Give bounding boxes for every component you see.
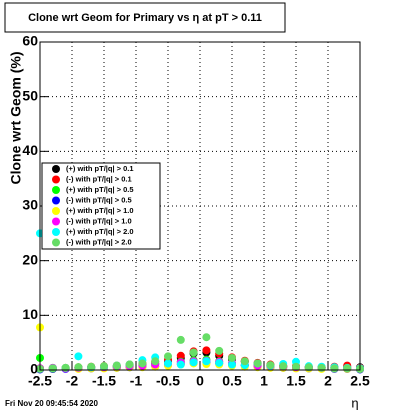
data-point (164, 352, 172, 361)
data-point (304, 363, 313, 372)
data-point (74, 352, 83, 361)
y-tick-label: 60 (22, 33, 38, 49)
legend-label: (+) with pT/|q| > 2.0 (66, 227, 134, 236)
data-point (317, 363, 326, 372)
title-box (4, 2, 286, 33)
y-tick-label: 30 (22, 197, 38, 213)
x-tick-label: 2.5 (350, 373, 370, 389)
chart-title: Clone wrt Geom for Primary vs η at pT > … (28, 12, 262, 24)
x-tick-label: -0.5 (156, 373, 180, 389)
data-point (228, 360, 236, 369)
legend-marker (52, 238, 60, 247)
data-point (112, 361, 121, 370)
y-tick-label: 40 (22, 142, 38, 158)
data-point (228, 353, 236, 362)
marks (36, 229, 364, 374)
x-tick-label: 0 (196, 373, 204, 389)
x-tick-label: 1.5 (286, 373, 306, 389)
data-point (202, 357, 211, 366)
data-point (253, 359, 262, 368)
data-point (100, 362, 108, 371)
legend-label: (-) with pT/|q| > 0.1 (66, 174, 132, 183)
y-tick-label: 20 (22, 251, 38, 267)
legend-marker (52, 175, 60, 184)
legend-marker (52, 196, 60, 205)
data-point (343, 364, 352, 373)
data-point (330, 364, 339, 373)
y-axis-label: Clone wrt Geom (%) (8, 51, 24, 184)
data-point (151, 357, 160, 366)
plot-frame (39, 41, 361, 371)
data-point (125, 360, 134, 369)
data-point (202, 333, 211, 342)
data-point (74, 363, 83, 372)
data-point (138, 359, 147, 368)
data-point (189, 348, 198, 357)
x-tick-label: 0.5 (222, 373, 242, 389)
data-point (61, 363, 70, 372)
x-tick-label: 2 (324, 373, 332, 389)
timestamp: Fri Nov 20 09:45:54 2020 (5, 399, 98, 408)
x-tick-label: 1 (260, 373, 268, 389)
legend-marker (52, 217, 60, 226)
data-point (279, 362, 288, 371)
y-tick-label: 10 (22, 306, 38, 322)
legend-marker (52, 165, 60, 173)
x-tick-label: -2.5 (28, 373, 52, 389)
legend-label: (-) with pT/|q| > 1.0 (66, 216, 132, 225)
data-point (189, 358, 198, 367)
x-axis-label: η (351, 395, 358, 410)
y-tick-label: 50 (22, 87, 38, 103)
legend-marker (52, 207, 60, 215)
data-point (292, 362, 300, 371)
legend: (+) with pT/|q| > 0.1(-) with pT/|q| > 0… (41, 162, 161, 250)
x-tick-label: -2 (66, 373, 79, 389)
data-point (215, 346, 224, 355)
legend-label: (+) with pT/|q| > 0.1 (66, 164, 134, 173)
data-point (48, 364, 57, 373)
x-tick-label: -1.5 (92, 373, 116, 389)
data-point (240, 357, 249, 366)
legend-label: (-) with pT/|q| > 2.0 (66, 237, 132, 246)
data-point (202, 346, 211, 355)
data-point (164, 359, 172, 368)
data-point (266, 361, 275, 370)
data-point (176, 335, 185, 344)
y-tick-label: 0 (30, 361, 38, 377)
legend-label: (+) with pT/|q| > 0.5 (66, 185, 134, 194)
legend-label: (-) with pT/|q| > 0.5 (66, 195, 132, 204)
legend-box (41, 162, 161, 250)
legend-marker (52, 228, 60, 236)
data-point (215, 358, 224, 367)
data-point (176, 360, 185, 369)
legend-marker (52, 186, 60, 194)
data-point (176, 351, 185, 360)
legend-label: (+) with pT/|q| > 1.0 (66, 206, 134, 215)
data-point (87, 362, 96, 371)
x-tick-label: -1 (130, 373, 143, 389)
